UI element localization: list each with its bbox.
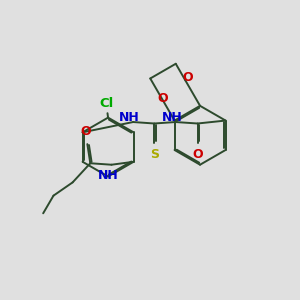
Text: Cl: Cl bbox=[100, 97, 114, 110]
Text: O: O bbox=[192, 148, 203, 161]
Text: NH: NH bbox=[119, 111, 140, 124]
Text: O: O bbox=[81, 125, 91, 138]
Text: O: O bbox=[182, 71, 193, 84]
Text: S: S bbox=[150, 148, 159, 161]
Text: O: O bbox=[157, 92, 167, 104]
Text: NH: NH bbox=[98, 169, 119, 182]
Text: NH: NH bbox=[162, 111, 182, 124]
